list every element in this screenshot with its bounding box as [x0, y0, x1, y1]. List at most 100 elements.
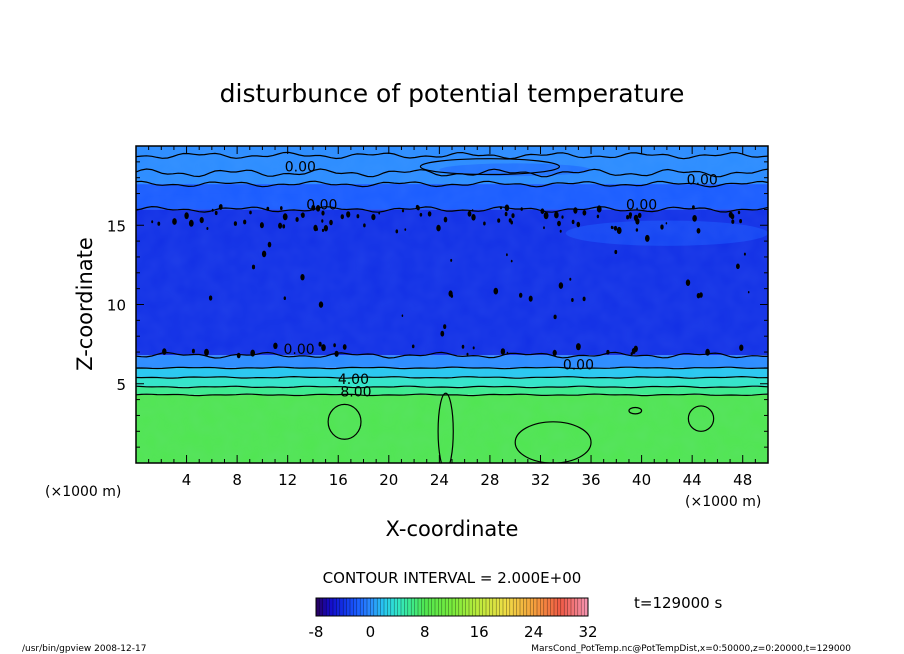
colorbar	[315, 597, 589, 617]
colorbar-cell-54	[499, 598, 504, 616]
colorbar-cell-26	[404, 598, 409, 616]
colorbar-cell-35	[435, 598, 439, 616]
colorbar-cell-30	[418, 598, 422, 616]
colorbar-cell-37	[441, 598, 446, 616]
blob-70	[637, 212, 642, 219]
blob-68	[259, 222, 264, 229]
x-tick-label-2: 12	[278, 471, 297, 489]
blob-81	[743, 252, 746, 256]
blob-135	[626, 215, 630, 220]
x-tick-label-8: 36	[581, 471, 600, 489]
colorbar-cell-21	[387, 598, 392, 616]
blob-147	[251, 264, 256, 270]
blob-148	[747, 291, 750, 294]
closed-contour-0	[327, 403, 362, 440]
colorbar-cell-50	[486, 598, 490, 616]
blob-121	[499, 206, 503, 210]
blob-6	[315, 205, 321, 212]
contour-label-4: 0.00	[283, 342, 314, 358]
x-tick-label-5: 24	[430, 471, 449, 489]
closed-contour-top	[419, 158, 561, 176]
colorbar-cell-15	[367, 598, 371, 616]
blob-84	[219, 204, 223, 209]
colorbar-cell-24	[397, 598, 402, 616]
blob-52	[520, 207, 523, 211]
colorbar-cell-7	[339, 598, 344, 616]
colorbar-cell-4	[329, 598, 334, 616]
colorbar-cell-39	[448, 598, 453, 616]
blob-73	[630, 352, 633, 356]
blob-123	[371, 214, 376, 221]
colorbar-tick-label-5: 32	[578, 623, 597, 641]
blob-106	[233, 221, 237, 226]
blob-137	[318, 301, 324, 308]
blob-45	[300, 274, 305, 281]
blob-116	[582, 210, 587, 216]
blob-12	[504, 211, 508, 217]
blob-46	[321, 210, 325, 216]
blob-49	[427, 211, 432, 217]
blob-40	[206, 227, 209, 230]
blob-143	[311, 204, 316, 211]
blob-118	[596, 214, 600, 219]
closed-contour-1	[628, 406, 643, 415]
blob-38	[436, 224, 441, 232]
blob-27	[334, 350, 339, 357]
colorbar-cell-1	[319, 598, 324, 616]
colorbar-cell-78	[581, 598, 585, 616]
blob-64	[573, 207, 578, 214]
blob-117	[571, 298, 574, 302]
blob-99	[692, 215, 697, 222]
footer-left: /usr/bin/gpview 2008-12-17	[22, 644, 146, 654]
contour-label-6: 4.00	[338, 372, 369, 388]
blob-53	[172, 218, 177, 225]
x-tick-label-7: 32	[531, 471, 550, 489]
blob-25	[493, 287, 499, 295]
blob-140	[266, 206, 270, 211]
colorbar-cell-19	[380, 598, 385, 616]
closed-contour-2	[687, 405, 715, 432]
colorbar-cell-22	[390, 598, 395, 616]
blob-131	[483, 221, 486, 226]
blob-112	[313, 224, 318, 232]
blob-115	[282, 224, 286, 229]
y-tick-label-0: 5	[116, 376, 126, 394]
colorbar-cell-65	[537, 598, 541, 616]
colorbar-cell-18	[377, 598, 381, 616]
blob-75	[736, 263, 740, 270]
colorbar-ticks: -8 0 8 16 24 32	[309, 623, 598, 641]
blob-122	[151, 220, 154, 224]
colorbar-cell-33	[428, 598, 432, 616]
blob-58	[510, 259, 513, 263]
blob-0	[543, 212, 549, 220]
blob-90	[506, 253, 508, 257]
blob-149	[728, 211, 733, 218]
colorbar-cell-66	[540, 598, 545, 616]
colorbar-cell-45	[469, 598, 473, 616]
colorbar-cell-2	[322, 598, 327, 616]
x-axis-ticks: 4 8 12 16 20 24 28 32 36 40 44 48	[135, 146, 769, 489]
colorbar-cell-12	[356, 598, 361, 616]
contour-label-0: 0.00	[285, 160, 316, 176]
blob-39	[356, 214, 360, 219]
blob-109	[645, 234, 650, 242]
blob-100	[635, 228, 639, 232]
x-tick-label-0: 4	[182, 471, 192, 489]
blob-71	[340, 214, 344, 220]
colorbar-cell-6	[336, 598, 341, 616]
blob-26	[199, 217, 204, 224]
blob-50	[497, 218, 501, 223]
colorbar-cell-48	[479, 598, 483, 616]
blob-24	[261, 250, 267, 258]
blob-57	[552, 349, 557, 356]
y-tick-label-2: 15	[107, 217, 126, 235]
blob-7	[401, 209, 405, 213]
blob-101	[705, 348, 710, 356]
blob-107	[635, 218, 640, 225]
blob-74	[553, 314, 557, 320]
blob-10	[411, 344, 415, 349]
contour-line-5	[136, 205, 768, 213]
blob-16	[321, 219, 324, 223]
blob-124	[471, 209, 474, 212]
